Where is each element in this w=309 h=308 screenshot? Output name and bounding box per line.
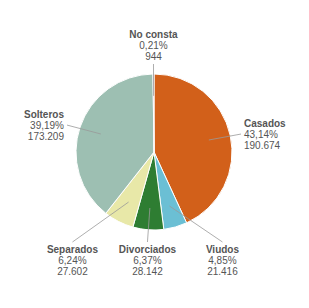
labels: Casados43,14%190.674 Viudos4,85%21.416 Div… xyxy=(24,29,286,277)
leader-line xyxy=(209,134,241,140)
slice-label: Viudos4,85%21.416 xyxy=(206,244,240,277)
chart: Casados43,14%190.674 Viudos4,85%21.416 Div… xyxy=(0,0,309,308)
label-percent: 6,24% xyxy=(58,255,86,266)
slice-label: Divorciados6,37%28.142 xyxy=(119,244,177,277)
label-name: Solteros xyxy=(24,109,64,120)
leader-line xyxy=(169,206,222,242)
label-percent: 39,19% xyxy=(30,120,64,131)
chart-container: Casados43,14%190.674 Viudos4,85%21.416 Div… xyxy=(0,0,309,308)
slice-label: No consta0,21%944 xyxy=(129,29,178,62)
slice-label: Solteros39,19%173.209 xyxy=(24,109,64,142)
slice-label: Casados43,14%190.674 xyxy=(244,118,286,151)
slices xyxy=(76,74,232,230)
label-percent: 4,85% xyxy=(208,255,236,266)
label-count: 27.602 xyxy=(57,266,88,277)
label-percent: 6,37% xyxy=(133,255,161,266)
label-percent: 43,14% xyxy=(244,129,278,140)
label-count: 173.209 xyxy=(28,131,65,142)
label-name: No consta xyxy=(129,29,178,40)
label-count: 190.674 xyxy=(244,140,281,151)
slice-label: Separados6,24%27.602 xyxy=(47,244,99,277)
label-count: 944 xyxy=(145,51,162,62)
label-count: 21.416 xyxy=(207,266,238,277)
label-name: Divorciados xyxy=(119,244,177,255)
leader-line xyxy=(72,202,128,242)
label-count: 28.142 xyxy=(132,266,163,277)
label-name: Separados xyxy=(47,244,99,255)
label-name: Viudos xyxy=(206,244,240,255)
leader-line xyxy=(67,125,101,134)
pie-slice xyxy=(76,74,154,213)
label-percent: 0,21% xyxy=(139,40,167,51)
leader-lines xyxy=(67,64,241,242)
leader-line xyxy=(153,64,154,96)
label-name: Casados xyxy=(244,118,286,129)
leader-line xyxy=(147,208,149,242)
